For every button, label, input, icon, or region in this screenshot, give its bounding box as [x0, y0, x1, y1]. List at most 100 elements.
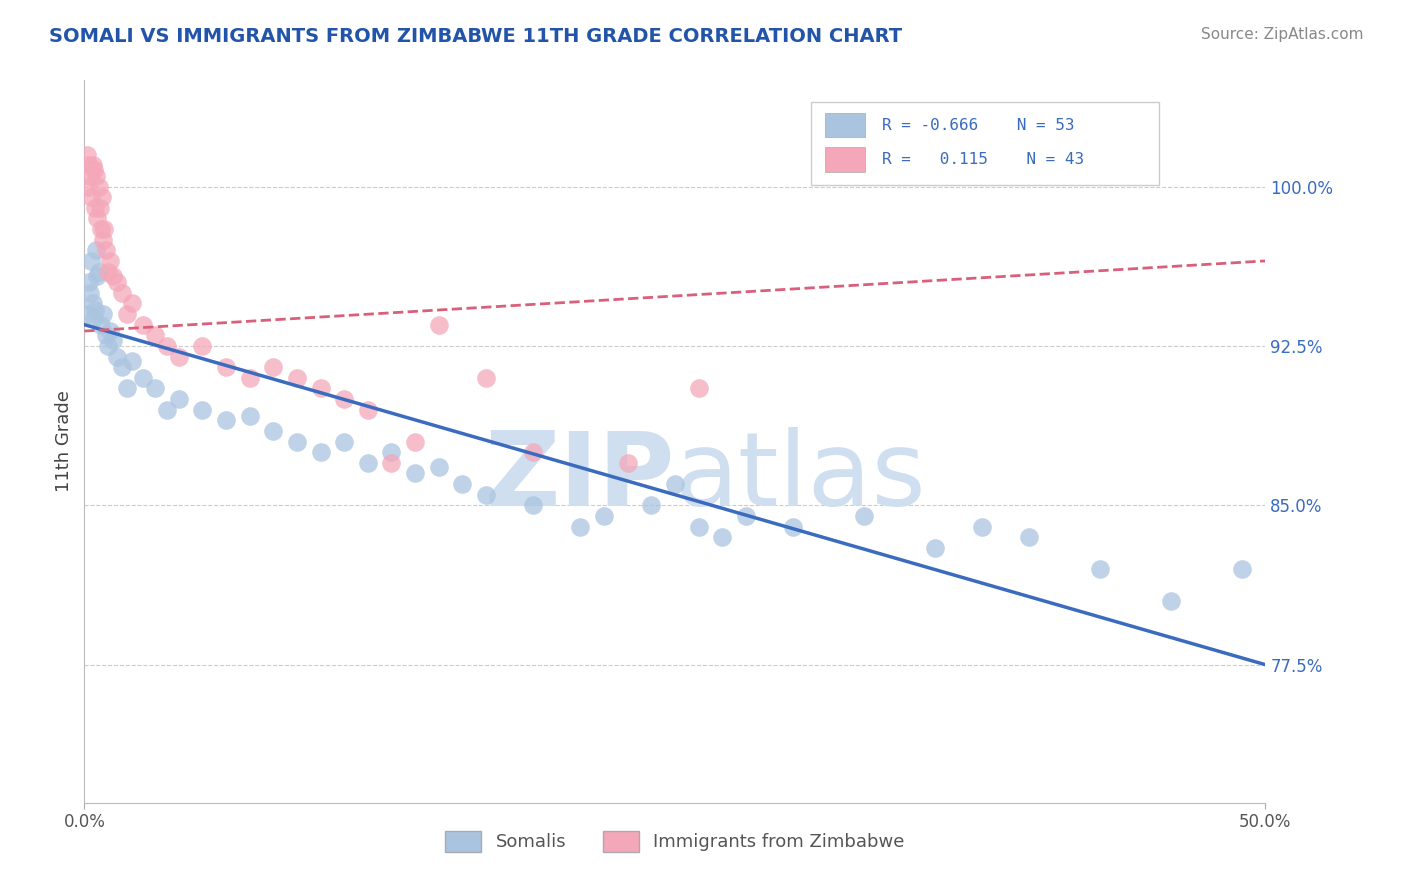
Point [77, 275, 100, 289]
Point [309, 381, 332, 395]
FancyBboxPatch shape [825, 147, 865, 172]
Point [97, 339, 120, 353]
Point [1018, 530, 1040, 544]
Point [87, 179, 110, 194]
Point [101, 268, 124, 283]
Point [84, 201, 107, 215]
Point [285, 434, 308, 449]
Point [191, 402, 214, 417]
Point [91, 190, 114, 204]
FancyBboxPatch shape [811, 102, 1159, 185]
Point [664, 477, 686, 491]
Point [107, 350, 129, 364]
Point [115, 307, 138, 321]
Point [239, 409, 262, 423]
Point [1088, 562, 1111, 576]
Point [77, 158, 100, 172]
Point [94, 328, 117, 343]
Point [82, 296, 104, 310]
Point [404, 467, 426, 481]
Point [333, 434, 356, 449]
Point [84, 244, 107, 258]
Point [215, 360, 238, 375]
Text: atlas: atlas [675, 427, 927, 528]
Point [121, 296, 143, 310]
Point [711, 530, 734, 544]
Point [333, 392, 356, 406]
Point [101, 333, 124, 347]
Point [97, 264, 120, 278]
Point [98, 324, 121, 338]
Point [94, 244, 117, 258]
Point [1230, 562, 1253, 576]
Point [357, 402, 380, 417]
Point [107, 275, 129, 289]
Point [569, 519, 592, 533]
Point [688, 381, 710, 395]
Point [89, 201, 111, 215]
Point [191, 339, 214, 353]
Y-axis label: 11th Grade: 11th Grade [55, 391, 73, 492]
Point [640, 498, 662, 512]
Point [84, 169, 107, 183]
Point [924, 541, 946, 555]
Point [77, 307, 100, 321]
Point [86, 211, 108, 226]
Point [83, 311, 105, 326]
Point [91, 233, 114, 247]
Point [167, 392, 190, 406]
Point [82, 158, 104, 172]
Point [285, 371, 308, 385]
Point [87, 264, 110, 278]
Point [80, 190, 103, 204]
Point [115, 381, 138, 395]
Point [93, 222, 115, 236]
Point [143, 328, 166, 343]
Point [132, 318, 155, 332]
Point [427, 460, 450, 475]
Point [852, 508, 875, 523]
Point [79, 285, 101, 300]
Point [475, 488, 498, 502]
Point [80, 253, 103, 268]
Point [91, 307, 114, 321]
Point [167, 350, 190, 364]
Point [83, 162, 105, 177]
Point [111, 360, 134, 375]
Point [86, 268, 108, 283]
Point [98, 253, 121, 268]
Point [156, 339, 179, 353]
Point [132, 371, 155, 385]
Point [616, 456, 638, 470]
Point [380, 445, 402, 459]
Point [970, 519, 993, 533]
Text: R = -0.666    N = 53: R = -0.666 N = 53 [882, 118, 1074, 133]
Point [309, 445, 332, 459]
Legend: Somalis, Immigrants from Zimbabwe: Somalis, Immigrants from Zimbabwe [439, 823, 911, 859]
Point [782, 519, 804, 533]
Point [76, 147, 98, 161]
Point [239, 371, 262, 385]
Point [121, 353, 143, 368]
FancyBboxPatch shape [825, 112, 865, 137]
Point [688, 519, 710, 533]
Point [79, 169, 101, 183]
Point [77, 179, 100, 194]
Point [357, 456, 380, 470]
Text: SOMALI VS IMMIGRANTS FROM ZIMBABWE 11TH GRADE CORRELATION CHART: SOMALI VS IMMIGRANTS FROM ZIMBABWE 11TH … [49, 27, 903, 45]
Point [84, 302, 107, 317]
Point [451, 477, 474, 491]
Point [262, 424, 284, 438]
Point [593, 508, 616, 523]
Point [475, 371, 498, 385]
Text: ZIP: ZIP [485, 427, 675, 528]
Text: R =   0.115    N = 43: R = 0.115 N = 43 [882, 153, 1084, 168]
Point [111, 285, 134, 300]
Point [1160, 594, 1182, 608]
Point [404, 434, 426, 449]
Point [380, 456, 402, 470]
Point [522, 498, 544, 512]
Point [143, 381, 166, 395]
Point [427, 318, 450, 332]
Point [90, 318, 112, 332]
